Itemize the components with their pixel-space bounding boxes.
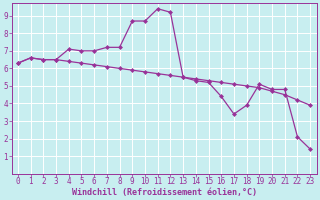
X-axis label: Windchill (Refroidissement éolien,°C): Windchill (Refroidissement éolien,°C) <box>72 188 257 197</box>
